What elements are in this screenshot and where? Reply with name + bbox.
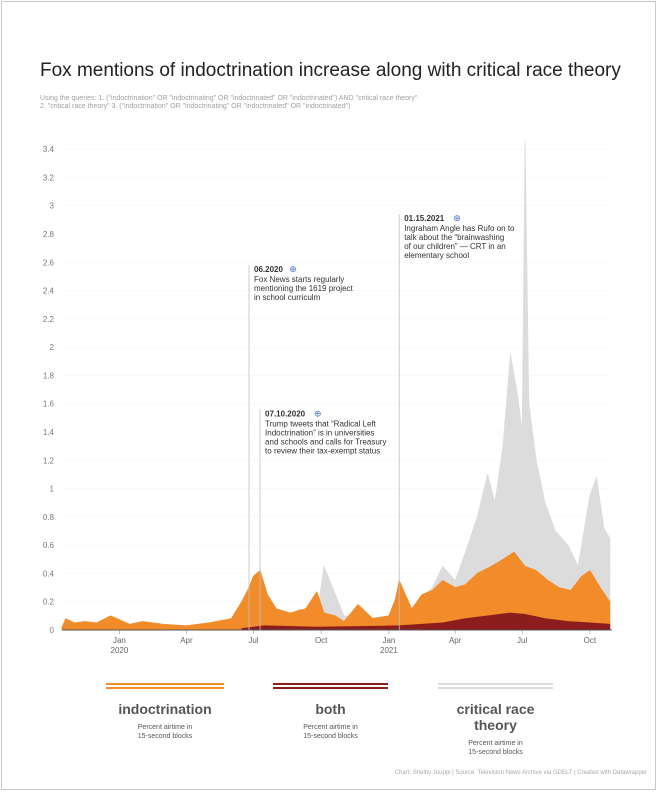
y-tick-label: 2.4 bbox=[43, 287, 55, 296]
legend-desc-both: Percent airtime in 15-second blocks bbox=[273, 723, 388, 741]
y-tick-label: 0.2 bbox=[43, 598, 55, 607]
y-tick-label: 1.2 bbox=[43, 456, 55, 465]
x-tick-year-label: 2020 bbox=[111, 646, 129, 655]
series-area-crt bbox=[230, 140, 611, 631]
y-tick-label: 3.4 bbox=[43, 145, 55, 154]
footer-credits: Chart: Shelby Jouppi | Source: Televisio… bbox=[394, 770, 647, 776]
annotation-date: 07.10.2020 bbox=[265, 409, 306, 418]
legend-name-crt: critical race theory bbox=[456, 701, 535, 733]
x-tick-label: Oct bbox=[315, 636, 328, 645]
y-tick-label: 3 bbox=[50, 202, 55, 211]
x-tick-label: Jul bbox=[517, 636, 527, 645]
series-area-both bbox=[241, 612, 611, 631]
y-tick-label: 2.2 bbox=[43, 315, 55, 324]
y-tick-label: 2.6 bbox=[43, 258, 55, 267]
y-tick-label: 1.4 bbox=[43, 428, 55, 437]
annotation-text-line: of our children” — CRT in an bbox=[404, 242, 506, 251]
legend-desc-line: Percent airtime in bbox=[468, 740, 523, 747]
annotation-date: 01.15.2021 bbox=[404, 214, 445, 223]
y-tick-label: 1.8 bbox=[43, 371, 55, 380]
y-tick-label: 0 bbox=[50, 626, 55, 635]
y-tick-label: 1.6 bbox=[43, 400, 55, 409]
legend-desc-line: Percent airtime in bbox=[137, 724, 193, 731]
legend-desc-indoctrination: Percent airtime in 15-second blocks bbox=[106, 723, 224, 741]
x-tick-label: Jan bbox=[382, 636, 395, 645]
info-icon: ⊕ bbox=[314, 408, 322, 418]
x-tick-label: Apr bbox=[180, 636, 193, 645]
legend-swatch-both bbox=[273, 683, 388, 689]
y-tick-label: 0.6 bbox=[43, 541, 55, 550]
y-tick-label: 2 bbox=[50, 343, 55, 352]
annotation-text-line: in school curriculm bbox=[254, 293, 321, 302]
legend-item-both: both Percent airtime in 15-second blocks bbox=[273, 683, 388, 741]
y-tick-label: 0.4 bbox=[43, 569, 55, 578]
annotation-text-line: elementary school bbox=[404, 251, 469, 260]
x-tick-label: Jul bbox=[248, 636, 258, 645]
y-tick-label: 1 bbox=[50, 485, 55, 494]
x-tick-label: Apr bbox=[449, 636, 462, 645]
legend-item-crt: critical race theory Percent airtime in … bbox=[438, 683, 553, 757]
annotation-text-line: Ingraham Angle has Rufo on to bbox=[404, 224, 515, 233]
legend-swatch-indoctrination bbox=[106, 683, 224, 689]
legend-name-indoctrination: indoctrination bbox=[118, 701, 212, 717]
legend-name-both: both bbox=[315, 701, 346, 717]
y-tick-label: 2.8 bbox=[43, 230, 55, 239]
subtitle-line-1: Using the queries: 1. ("indoctrination" … bbox=[40, 95, 418, 102]
legend-swatch-crt bbox=[438, 683, 553, 689]
annotation-text-line: Trump tweets that “Radical Left bbox=[265, 419, 377, 428]
chart-title: Fox mentions of indoctrination increase … bbox=[40, 60, 621, 81]
annotation-text-line: mentioning the 1619 project bbox=[254, 284, 354, 293]
legend-item-indoctrination: indoctrination Percent airtime in 15-sec… bbox=[106, 683, 224, 741]
annotation-text-line: and schools and calls for Treasury bbox=[265, 437, 386, 446]
x-tick-label: Jan bbox=[113, 636, 126, 645]
annotation-text-line: to review their tax-exempt status bbox=[265, 446, 380, 455]
y-tick-label: 3.2 bbox=[43, 173, 55, 182]
info-icon: ⊕ bbox=[453, 213, 461, 223]
series-area-indoctrination bbox=[61, 551, 611, 631]
annotation-text-line: Indoctrination” is in universities bbox=[265, 428, 374, 437]
x-tick-label: Oct bbox=[584, 636, 597, 645]
annotation-text-line: Fox News starts regularly bbox=[254, 275, 344, 284]
y-tick-label: 0.8 bbox=[43, 513, 55, 522]
legend-desc-line: 15-second blocks bbox=[468, 749, 523, 756]
legend-desc-line: 15-second blocks bbox=[137, 733, 193, 740]
annotation-text-line: talk about the “brainwashing bbox=[404, 233, 504, 242]
subtitle-line-2: 2. "critical race theory" 3. ("indoctrin… bbox=[40, 103, 351, 110]
legend-desc-line: Percent airtime in bbox=[303, 724, 358, 731]
legend-desc-line: 15-second blocks bbox=[303, 733, 358, 740]
legend-desc-crt: Percent airtime in 15-second blocks bbox=[438, 739, 553, 757]
annotation-date: 06.2020 bbox=[254, 265, 283, 274]
info-icon: ⊕ bbox=[289, 264, 297, 274]
x-tick-year-label: 2021 bbox=[380, 646, 398, 655]
